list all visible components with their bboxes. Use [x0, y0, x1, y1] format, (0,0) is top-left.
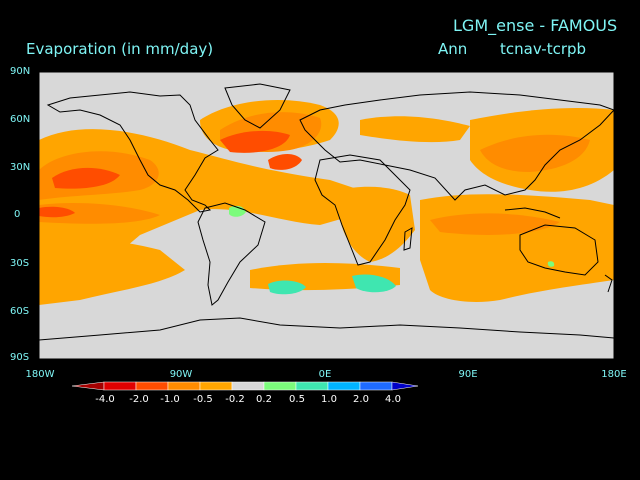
- colorbar-swatch: [167, 381, 201, 391]
- lon-label-180e: 180E: [601, 369, 627, 380]
- lat-label-90s: 90S: [10, 352, 30, 363]
- colorbar-label: 2.0: [353, 394, 369, 405]
- colorbar-label: 1.0: [321, 394, 337, 405]
- colorbar-label: -0.2: [225, 394, 245, 405]
- colorbar-arrow-high: [391, 381, 419, 391]
- lon-label-180w: 180W: [25, 369, 55, 380]
- colorbar-swatch: [295, 381, 329, 391]
- anomaly-fields: [39, 100, 614, 305]
- colorbar-swatch: [231, 381, 265, 391]
- difference-label: tcnav-tcrpb: [500, 40, 587, 58]
- lat-label-60s: 60S: [10, 306, 30, 317]
- anomaly-red-orange: [39, 130, 302, 218]
- lon-label-90e: 90E: [458, 369, 478, 380]
- map-frame: [38, 71, 615, 360]
- season-label: Ann: [438, 40, 468, 58]
- colorbar-swatch: [327, 381, 361, 391]
- colorbar-label: -1.0: [160, 394, 180, 405]
- lon-label-90w: 90W: [169, 369, 193, 380]
- colorbar-label: -4.0: [95, 394, 115, 405]
- colorbar-arrow-low: [71, 381, 105, 391]
- colorbar: [71, 381, 419, 391]
- colorbar-swatch: [103, 381, 137, 391]
- lat-label-eq: 0: [14, 209, 21, 220]
- model-title: LGM_ense - FAMOUS: [453, 16, 618, 35]
- lat-label-30s: 30S: [10, 258, 30, 269]
- colorbar-label: 0.2: [256, 394, 272, 405]
- lat-label-90n: 90N: [10, 66, 31, 77]
- colorbar-swatch: [263, 381, 297, 391]
- colorbar-swatch: [359, 381, 393, 391]
- variable-title: Evaporation (in mm/day): [26, 40, 214, 58]
- colorbar-swatch: [199, 381, 233, 391]
- lon-label-0e: 0E: [318, 369, 332, 380]
- colorbar-label: 0.5: [289, 394, 305, 405]
- coastlines: [39, 83, 614, 341]
- colorbar-swatch: [135, 381, 169, 391]
- lat-label-30n: 30N: [10, 162, 31, 173]
- lat-label-60n: 60N: [10, 114, 31, 125]
- colorbar-label: -0.5: [193, 394, 213, 405]
- colorbar-label: -2.0: [129, 394, 149, 405]
- colorbar-label: 4.0: [385, 394, 401, 405]
- anomaly-teal: [268, 274, 396, 295]
